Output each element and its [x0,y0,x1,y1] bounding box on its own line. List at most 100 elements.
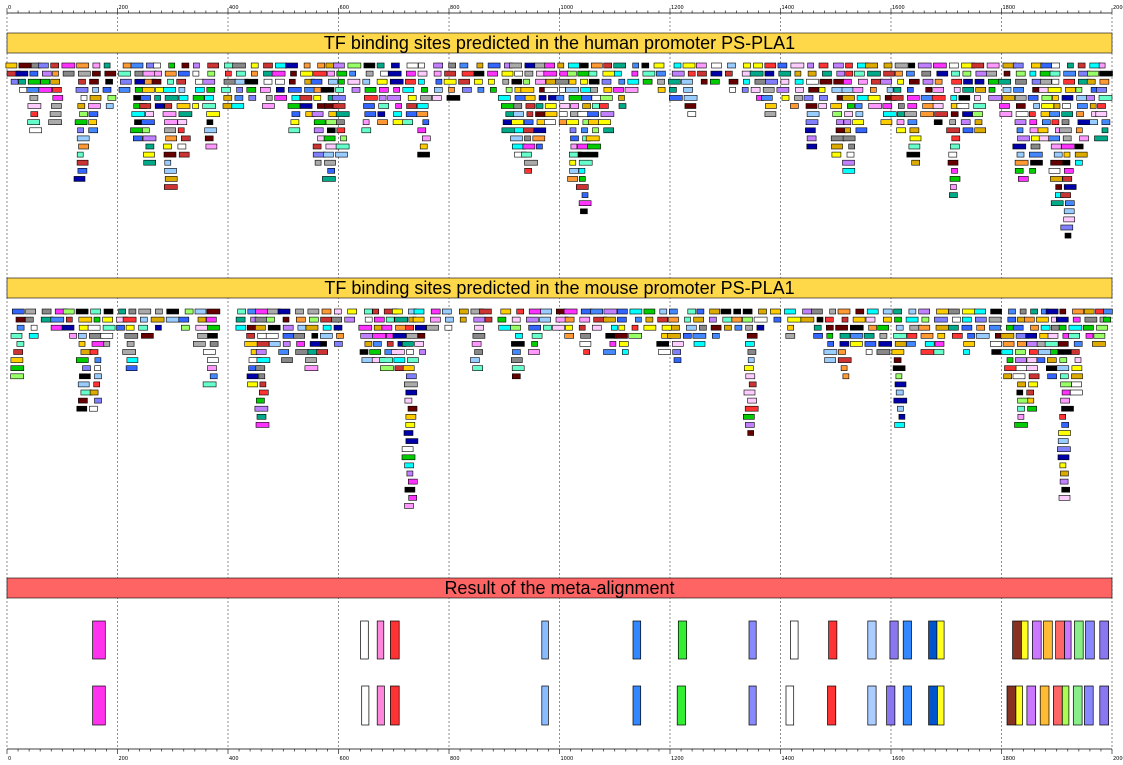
tf-site [1050,176,1063,182]
tf-site [865,349,873,355]
tf-site [853,70,865,77]
tf-site [311,332,319,339]
tf-site [197,316,207,323]
tf-site [822,70,832,77]
tf-site [673,62,682,69]
tf-site [544,87,558,93]
tf-site [369,349,382,355]
tf-site [138,308,152,315]
tf-site [722,316,733,323]
tf-site [143,151,155,158]
tf-site [590,308,604,315]
tf-site [1101,127,1109,134]
tf-site [803,95,814,101]
tf-site [304,365,319,372]
tf-site [765,103,777,109]
tf-site [165,316,180,323]
tf-site [831,151,842,158]
tf-site [642,70,656,77]
tf-site [672,349,682,355]
tf-site [52,95,64,101]
tf-site [75,87,89,93]
tf-site [731,316,743,323]
tf-site [578,62,589,69]
tf-site [142,135,157,142]
tf-site [986,70,998,77]
tf-site [836,70,846,77]
tick-label: 200 [119,756,129,762]
tf-site [905,316,919,323]
tf-site [1047,357,1057,363]
tf-site [10,365,25,372]
tf-site [1017,413,1025,420]
tf-site [347,62,362,69]
tf-site [1061,486,1070,493]
tf-site [697,70,707,77]
tf-site [1041,103,1054,109]
vertical-gridlines [6,13,1113,749]
tf-site [627,78,640,85]
meta-block [889,620,899,660]
tf-site [974,127,987,134]
tf-site [16,324,25,331]
tf-site [145,111,154,117]
tf-site [1052,95,1059,101]
tf-site [895,373,903,380]
tf-site [908,308,917,315]
tf-site [10,332,23,339]
tf-site [393,87,400,93]
tf-site [1038,349,1052,355]
tf-site [422,119,430,125]
tf-site [974,78,985,85]
tf-site [404,486,416,493]
tf-site [282,341,291,347]
tf-site [578,159,593,166]
tf-site [921,70,932,77]
tf-site [256,341,270,347]
tf-site [624,87,639,93]
tf-site [559,87,566,93]
tf-site [336,127,346,134]
tf-site [819,78,833,85]
tf-site [840,365,848,372]
tf-site [600,111,615,117]
tf-site [578,324,586,331]
tf-site [747,430,755,436]
tf-site [1060,224,1074,231]
tf-site [340,135,347,142]
tf-site [1062,103,1071,109]
tf-site [206,316,217,323]
tf-site [526,316,539,323]
tf-site [932,87,945,93]
tf-site [991,349,1002,355]
tf-site [963,78,973,85]
tf-site [78,397,88,404]
tf-site [378,95,387,101]
tf-site [962,70,972,77]
tick-label: 0 [8,5,11,11]
tf-site [727,62,736,69]
tf-site [588,70,598,77]
tf-site [962,127,974,134]
tf-site [894,381,907,388]
tf-site [1059,308,1067,315]
tf-site [699,324,707,331]
tf-site [176,103,191,109]
tf-site [202,103,216,109]
tf-site [259,381,267,388]
tf-site [524,135,531,142]
tf-site [27,103,42,109]
tf-site [1028,373,1040,380]
tf-site [446,95,461,101]
tf-site [235,324,247,331]
tf-site [421,87,428,93]
tf-site [585,135,600,142]
tf-site [908,78,920,85]
tf-site [824,357,836,363]
tf-site [742,413,755,420]
tf-site [795,87,804,93]
tf-site [653,62,665,69]
tf-site [290,70,297,77]
tf-site [1062,176,1073,182]
meta-block [390,685,400,726]
